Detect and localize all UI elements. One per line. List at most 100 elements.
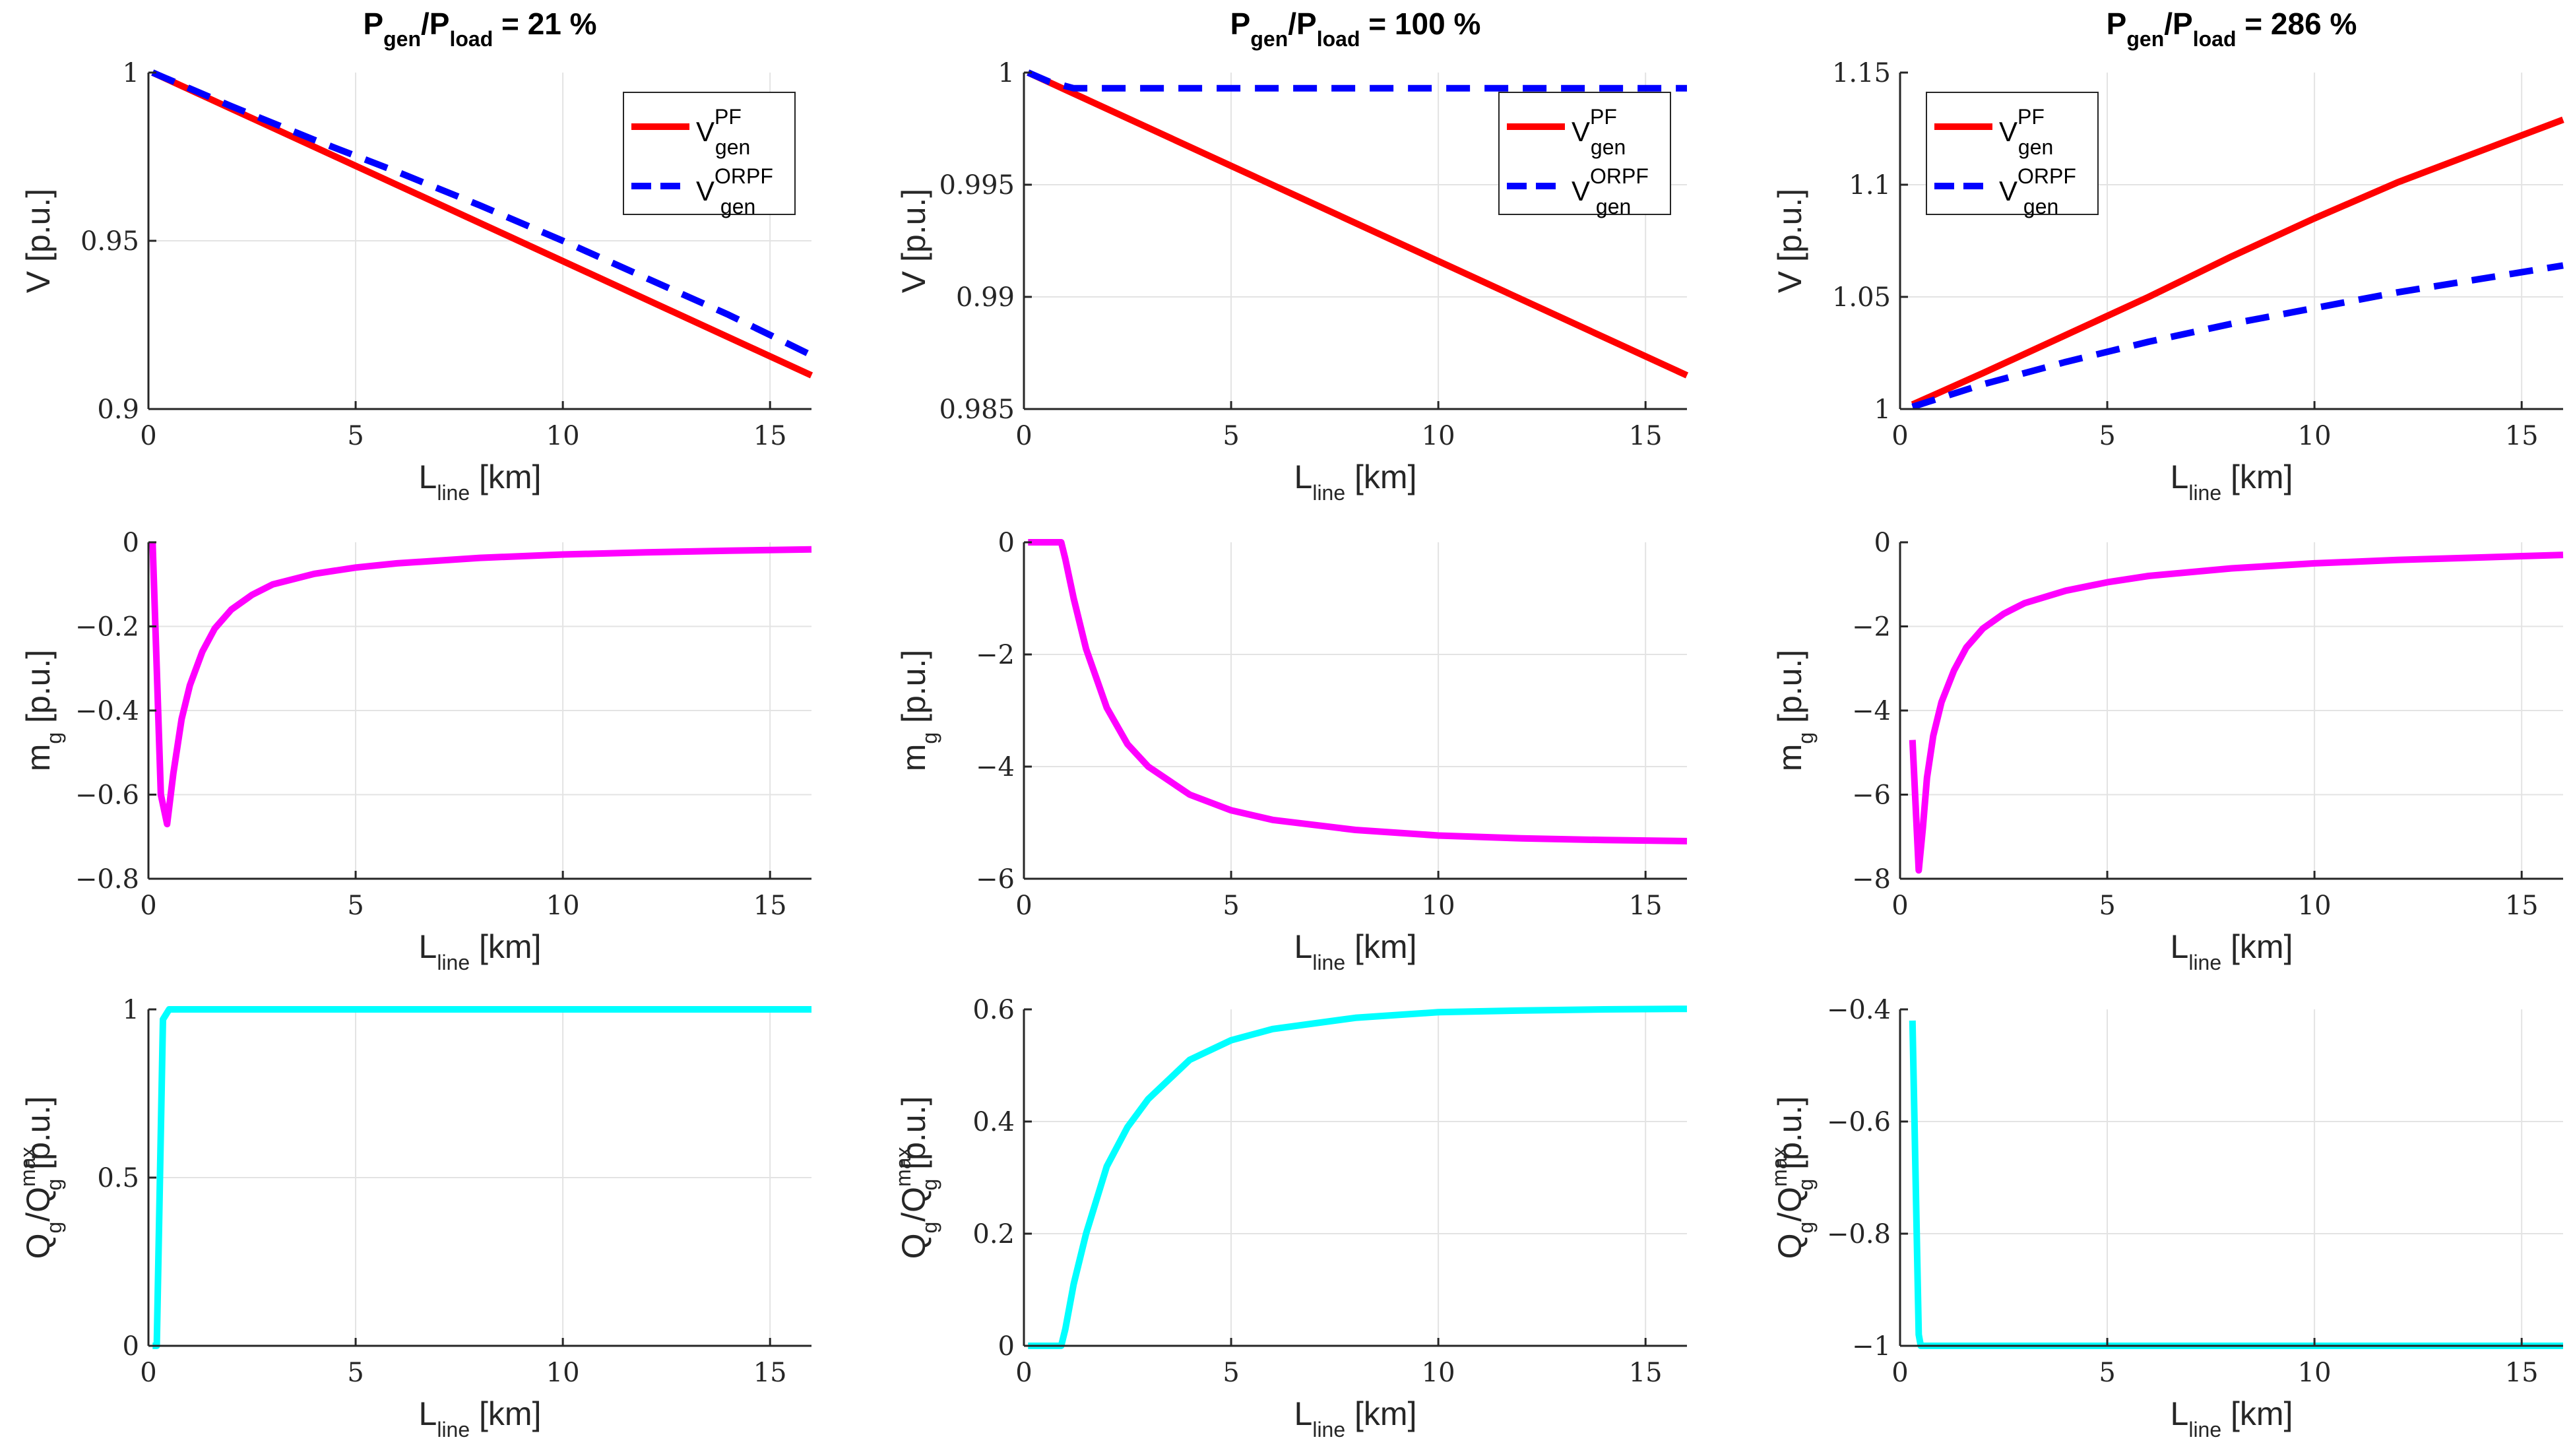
y-tick-label: 1.1 [1849,170,1891,201]
x-tick-label: 10 [1422,891,1455,921]
x-tick-label: 15 [753,421,787,451]
legend-label: VORPF gen [1999,164,2076,218]
y-tick-label: 0.985 [939,395,1015,425]
x-tick-label: 0 [1015,421,1032,451]
x-tick-label: 0 [140,421,156,451]
y-tick-label: 1.15 [1832,58,1891,88]
x-tick-label: 10 [546,421,580,451]
legend-label: VORPF gen [1572,164,1649,218]
y-axis-label: mg [p.u.] [20,650,66,772]
series-line-p13-1: V_gen^ORPF [1911,262,2564,410]
x-tick-label: 0 [140,1358,156,1388]
y-tick-label: −4 [976,752,1015,782]
y-axis-label: V [p.u.] [1771,189,1808,293]
y-tick-label: 1 [123,995,139,1025]
y-axis-label: Qg/Qmax g [p.u.] [1767,1096,1818,1259]
y-tick-label: −2 [1852,612,1891,643]
plot-area [1900,1009,2563,1346]
y-tick-label: −0.8 [75,864,139,895]
x-tick-label: 0 [1891,891,1908,921]
y-axis-label: V [p.u.] [895,189,932,293]
x-tick-label: 15 [2505,891,2539,921]
x-tick-label: 15 [1629,421,1663,451]
series-line-p12-1: V_gen^ORPF [1027,69,1687,92]
x-tick-label: 10 [2298,421,2332,451]
plot-area [1024,1009,1687,1346]
series-line-p32-0: Qg/Qgmax [1028,1005,1688,1349]
x-tick-label: 15 [1629,891,1663,921]
x-tick-label: 5 [1223,421,1239,451]
series-line-p13-0: V_gen^PF [1911,116,2564,408]
y-tick-label: −0.6 [1827,1107,1891,1137]
x-axis-label: Lline [km] [2171,1395,2293,1441]
y-tick-label: 0.99 [956,282,1015,313]
y-tick-label: −6 [1852,780,1891,811]
y-tick-label: 0.4 [972,1107,1015,1137]
x-tick-label: 5 [347,1358,364,1388]
x-axis-label: Lline [km] [2171,459,2293,505]
x-tick-label: 10 [2298,891,2332,921]
x-tick-label: 15 [753,1358,787,1388]
chart-title: Pgen/Pload = 21 % [363,7,596,51]
x-tick-label: 10 [546,891,580,921]
x-tick-label: 5 [347,891,364,921]
y-tick-label: −0.2 [75,612,139,643]
series-line-p22-0: m_g [1028,539,1688,844]
x-tick-label: 15 [2505,421,2539,451]
x-tick-label: 5 [1223,891,1239,921]
series-line-p12-0: V_gen^PF [1027,69,1689,379]
y-tick-label: −2 [976,640,1015,670]
y-axis-label: mg [p.u.] [1771,650,1818,772]
y-tick-label: 0 [998,1331,1015,1362]
x-axis-label: Lline [km] [1294,928,1417,974]
chart-p32: Qg/Qgmax 0 5 10 15 0 0.2 0.4 0.6 Lline [km] Qg/Qma… [891,995,1688,1441]
y-tick-label: 0.995 [939,170,1015,201]
y-tick-label: −6 [976,864,1015,895]
plot-area [1024,542,1687,879]
x-tick-label: 5 [2099,421,2115,451]
chart-p13: V_gen^PFV_gen^ORPF0 5 10 15 1 1.05 1.1 1.15 Llin… [1771,7,2564,505]
x-axis-label: Lline [km] [419,459,542,505]
x-tick-label: 10 [1422,421,1455,451]
y-axis-label: mg [p.u.] [895,650,941,772]
y-axis-label: Qg/Qmax g [p.u.] [16,1096,66,1259]
x-tick-label: 10 [2298,1358,2332,1388]
y-tick-label: 0.6 [972,995,1015,1025]
x-tick-label: 0 [1891,1358,1908,1388]
legend-box [623,92,796,215]
y-tick-label: 1.05 [1832,282,1891,313]
x-tick-label: 0 [1015,1358,1032,1388]
y-tick-label: −0.4 [1827,995,1891,1025]
legend-box [1498,92,1671,215]
x-axis-label: Lline [km] [1294,1395,1417,1441]
chart-p12: V_gen^PFV_gen^ORPF 0 5 10 15 0.985 0.99 0.995 1 L… [895,7,1689,505]
y-axis-label: Qg/Qmax g [p.u.] [891,1096,941,1259]
legend-label: VPF gen [1572,105,1626,159]
legend-box [1926,92,2099,215]
y-tick-label: 0.2 [972,1219,1015,1250]
y-tick-label: 0 [1874,528,1891,558]
series-line-p21-0: m_g [149,542,812,828]
series-line-p11-0: V_gen^PF [151,69,813,379]
y-tick-label: 0 [998,528,1015,558]
y-tick-label: −1 [1852,1331,1891,1362]
y-tick-label: −0.6 [75,780,139,811]
y-tick-label: 1 [1874,395,1891,425]
y-tick-label: −8 [1852,864,1891,895]
x-tick-label: 0 [140,891,156,921]
y-tick-label: 0.95 [80,226,139,257]
series-line-p11-1: V_gen^ORPF [151,69,813,358]
x-tick-label: 0 [1015,891,1032,921]
y-tick-label: 0.5 [97,1163,139,1193]
x-tick-label: 5 [2099,891,2115,921]
x-axis-label: Lline [km] [419,928,542,974]
x-axis-label: Lline [km] [1294,459,1417,505]
x-tick-label: 10 [1422,1358,1455,1388]
x-axis-label: Lline [km] [2171,928,2293,974]
legend-label: VPF gen [696,105,750,159]
